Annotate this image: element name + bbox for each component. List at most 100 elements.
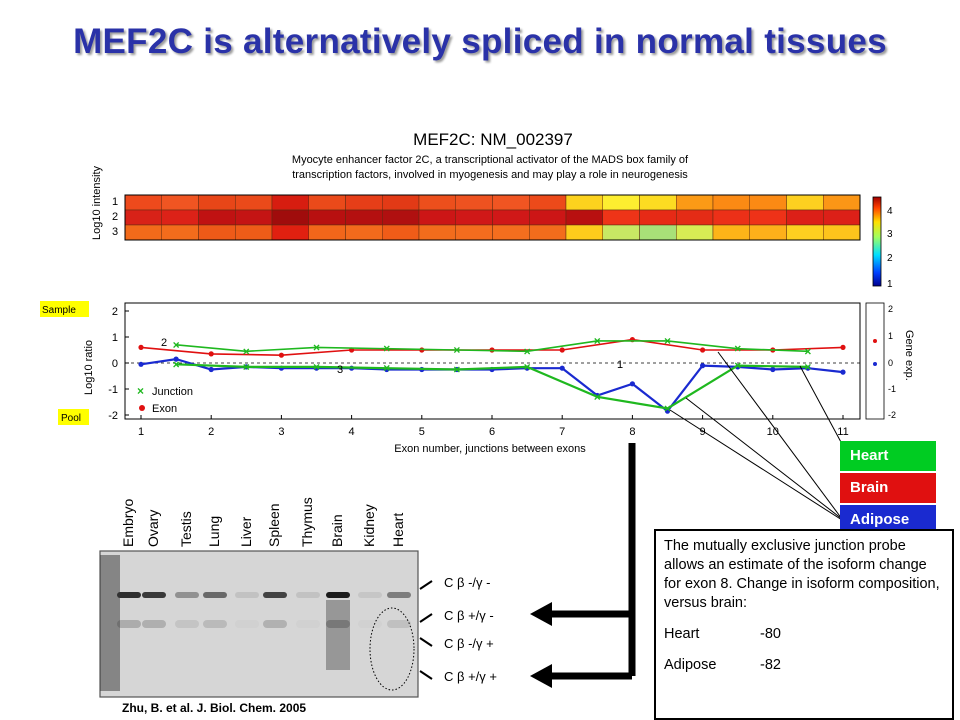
- heatmap-cell: [749, 194, 787, 211]
- x-tick-label: 9: [700, 426, 706, 438]
- exon-point: [700, 363, 706, 369]
- colorbar-tick: 4: [887, 206, 893, 217]
- gel-band: [203, 592, 227, 598]
- gel-band-label: C β -/γ -: [444, 575, 490, 590]
- note-text: The mutually exclusive junction probe al…: [664, 538, 940, 611]
- heatmap-cell: [749, 209, 787, 226]
- gel-lane-label: Thymus: [299, 497, 315, 547]
- junction-point: ×: [383, 342, 390, 356]
- junction-point: ×: [453, 343, 460, 357]
- heatmap-cell: [124, 209, 162, 226]
- gel-lane-label: Lung: [206, 516, 222, 547]
- heatmap-cell: [124, 194, 162, 211]
- x-tick-label: 11: [837, 426, 848, 438]
- gene-exp-tick: 1: [888, 331, 893, 341]
- exon-point: [840, 344, 846, 350]
- heatmap-cell: [161, 194, 199, 211]
- gel-band: [326, 620, 350, 628]
- y-tick-label: -2: [108, 410, 118, 422]
- gel-band: [326, 592, 350, 598]
- note-row-value: -80: [760, 626, 781, 642]
- callout-brain: Brain: [840, 473, 936, 503]
- gene-exp-tick: 2: [888, 304, 893, 314]
- junction-point: ×: [313, 340, 320, 354]
- x-tick-label: 2: [208, 426, 214, 438]
- y-axis-label: Log10 ratio: [83, 340, 95, 395]
- heatmap-cell: [639, 224, 677, 241]
- junction-marker-icon: ×: [137, 384, 144, 398]
- callout-adipose-label: Adipose: [850, 511, 910, 528]
- junction-point: ×: [524, 344, 531, 358]
- heatmap-cell: [749, 224, 787, 241]
- heatmap-cell: [786, 209, 824, 226]
- heatmap-cell: [198, 194, 236, 211]
- heatmap-cell: [712, 194, 750, 211]
- junction-point: ×: [243, 360, 250, 374]
- heatmap-cell: [382, 209, 420, 226]
- heatmap-cell: [345, 209, 383, 226]
- heatmap-row-3: 3: [112, 226, 118, 238]
- y-tick-label: -1: [108, 384, 118, 396]
- gel-band: [263, 620, 287, 628]
- gel-band: [175, 620, 199, 628]
- x-tick-label: 3: [278, 426, 284, 438]
- slide-title: MEF2C is alternatively spliced in normal…: [73, 22, 887, 61]
- note-row-value: -82: [760, 657, 781, 673]
- heart-lane-highlight: [369, 607, 415, 691]
- junction-point: ×: [243, 344, 250, 358]
- gene-description-line-1: Myocyte enhancer factor 2C, a transcript…: [292, 154, 689, 166]
- junction-point: ×: [664, 334, 671, 348]
- heatmap-cell: [565, 224, 603, 241]
- exon-point: [840, 369, 846, 375]
- gel-lane-label: Testis: [178, 511, 194, 547]
- gel-band: [358, 592, 382, 598]
- x-tick-label: 6: [489, 426, 495, 438]
- heatmap-cell: [712, 224, 750, 241]
- heatmap-cell: [565, 194, 603, 211]
- heatmap-cell: [639, 209, 677, 226]
- heatmap-cell: [786, 224, 824, 241]
- gel-band-pointer: [419, 670, 433, 680]
- ratio-series: × × × × × × × × × × × × × × × × × × × ×: [138, 334, 846, 416]
- gel-band: [263, 592, 287, 598]
- gel-band: [142, 620, 166, 628]
- gel-band: [235, 620, 259, 628]
- x-tick-label: 4: [349, 426, 355, 438]
- heatmap-y-label: Log10 intensity: [91, 166, 103, 240]
- gene-exp-tick: -1: [888, 384, 896, 394]
- plot-annotation: 3: [337, 364, 343, 376]
- heatmap-cell: [676, 209, 714, 226]
- heatmap-cell: [492, 194, 530, 211]
- gene-exp-tick: -2: [888, 410, 896, 420]
- x-tick-label: 5: [419, 426, 425, 438]
- heatmap-cell: [161, 209, 199, 226]
- junction-point: ×: [594, 390, 601, 404]
- heatmap-row-2: 2: [112, 211, 118, 223]
- gel-lane-label: Ovary: [145, 510, 161, 547]
- exon-point: [173, 356, 179, 362]
- heatmap-cell: [492, 209, 530, 226]
- heatmap-cell: [271, 209, 309, 226]
- heatmap-cell: [602, 194, 640, 211]
- gel-smear: [326, 600, 350, 670]
- gel-lane-label: Heart: [390, 513, 406, 547]
- junction-point: ×: [804, 344, 811, 358]
- gel-band: [296, 592, 320, 598]
- exon-point: [208, 351, 214, 357]
- heatmap-cell: [529, 224, 567, 241]
- colorbar-tick: 1: [887, 279, 893, 290]
- junction-point: ×: [804, 360, 811, 374]
- gel-band: [117, 592, 141, 598]
- note-row-heart: Heart -80: [664, 625, 944, 644]
- heatmap-cell: [308, 194, 346, 211]
- heatmap-cell: [271, 194, 309, 211]
- gel-lane-label: Brain: [329, 514, 345, 547]
- heatmap-cell: [602, 224, 640, 241]
- heatmap-cell: [418, 194, 456, 211]
- heatmap-cell: [235, 209, 273, 226]
- exon-point: [278, 352, 284, 358]
- junction-point: ×: [594, 334, 601, 348]
- junction-point: ×: [664, 402, 671, 416]
- heatmap-cell: [198, 224, 236, 241]
